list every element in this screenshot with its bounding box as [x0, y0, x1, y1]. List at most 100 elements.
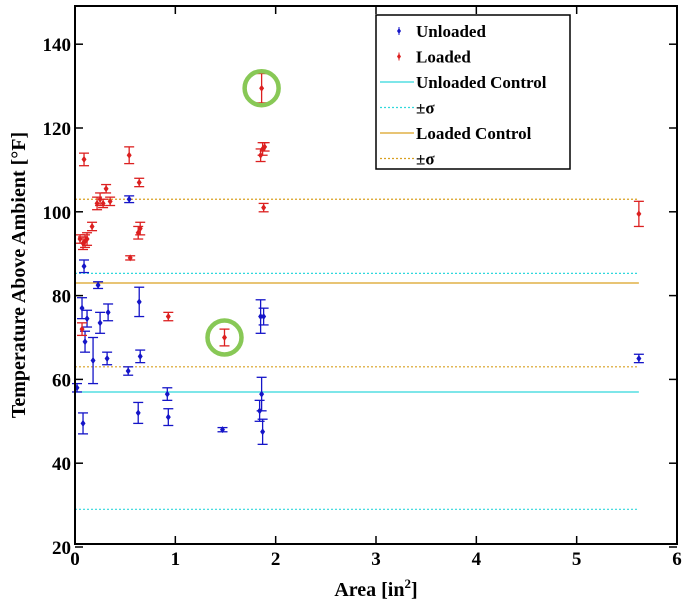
loaded-marker-6 [89, 222, 95, 230]
legend-marker-0 [397, 28, 401, 34]
y-tick-label-3: 80 [52, 287, 71, 308]
loaded-point-22 [258, 202, 269, 213]
unloaded-point-20 [255, 299, 266, 334]
unloaded-marker-20 [258, 313, 264, 321]
unloaded-point-16 [162, 387, 173, 402]
unloaded-marker-18 [219, 426, 225, 434]
unloaded-marker-17 [165, 413, 171, 421]
unloaded-point-21 [256, 376, 267, 412]
unloaded-marker-16 [164, 390, 170, 398]
loaded-point-1 [77, 322, 88, 337]
y-tick-label-1: 40 [52, 454, 71, 475]
loaded-marker-23 [262, 143, 268, 151]
legend-box [375, 14, 571, 170]
unloaded-point-14 [134, 286, 145, 318]
loaded-marker-15 [136, 178, 142, 186]
unloaded-marker-9 [104, 354, 110, 362]
loaded-point-15 [134, 177, 145, 188]
x-axis-title: Area [in2] [334, 576, 417, 601]
x-tick-label-0: 0 [70, 549, 80, 570]
x-tick-label-4: 4 [472, 549, 482, 570]
loaded-marker-3 [81, 155, 87, 163]
unloaded-marker-13 [135, 409, 141, 417]
loaded-marker-1 [79, 325, 85, 333]
x-tick-label-2: 2 [271, 549, 281, 570]
data-points-layer [72, 72, 644, 445]
y-tick-label-4: 100 [43, 203, 72, 224]
loaded-point-16 [135, 221, 146, 236]
unloaded-marker-22 [260, 428, 266, 436]
legend-label-1: Loaded [416, 48, 471, 67]
loaded-marker-10 [103, 185, 109, 193]
x-tick-label-3: 3 [371, 549, 381, 570]
unloaded-point-2 [78, 412, 89, 435]
legend-label-4: Loaded Control [416, 124, 532, 143]
unloaded-marker-2 [80, 419, 86, 427]
unloaded-point-24 [633, 353, 644, 364]
unloaded-marker-21 [259, 390, 265, 398]
loaded-marker-5 [84, 235, 90, 243]
unloaded-point-9 [102, 351, 113, 366]
unloaded-marker-11 [125, 367, 131, 375]
loaded-point-5 [82, 232, 93, 246]
axis-ticks-layer: 0 1 2 3 4 5 6 20 40 60 80 100 120 140 [43, 6, 682, 570]
legend-label-2: Unloaded Control [416, 73, 547, 92]
loaded-marker-24 [636, 210, 642, 218]
unloaded-marker-15 [137, 352, 143, 360]
unloaded-marker-23 [261, 313, 267, 321]
loaded-marker-12 [126, 151, 132, 159]
unloaded-point-7 [93, 281, 104, 290]
unloaded-point-3 [79, 259, 90, 274]
unloaded-point-12 [124, 195, 135, 204]
x-axis-title-superscript: 2 [405, 576, 412, 591]
unloaded-point-13 [133, 401, 144, 425]
loaded-marker-17 [165, 313, 171, 321]
highlight-circle-0 [242, 68, 281, 108]
loaded-point-24 [633, 200, 644, 228]
loaded-point-17 [163, 311, 174, 322]
legend-marker-1 [397, 53, 401, 60]
loaded-marker-11 [107, 197, 113, 205]
unloaded-marker-5 [84, 315, 90, 323]
legend-entry-2: Unloaded Control [380, 73, 547, 92]
loaded-point-3 [79, 152, 90, 167]
unloaded-point-4 [80, 330, 91, 353]
loaded-point-10 [101, 183, 112, 194]
x-tick-label-5: 5 [572, 549, 582, 570]
legend-label-0: Unloaded [416, 22, 486, 41]
loaded-point-23 [259, 142, 270, 152]
x-tick-label-1: 1 [171, 549, 181, 570]
y-tick-label-6: 140 [43, 35, 72, 56]
unloaded-marker-12 [126, 195, 132, 203]
unloaded-marker-6 [90, 357, 96, 365]
unloaded-point-8 [95, 311, 106, 334]
loaded-point-18 [219, 328, 230, 347]
legend-label-5: ±σ [416, 150, 435, 169]
unloaded-point-10 [103, 303, 114, 322]
legend-entry-0: Unloaded [397, 22, 486, 41]
unloaded-marker-3 [81, 262, 87, 270]
y-tick-label-5: 120 [43, 119, 72, 140]
loaded-marker-13 [127, 254, 133, 262]
loaded-point-9 [98, 198, 109, 209]
unloaded-point-18 [217, 426, 228, 434]
unloaded-marker-8 [97, 319, 103, 327]
unloaded-point-5 [82, 309, 93, 328]
highlight-layer [205, 68, 281, 357]
unloaded-marker-10 [105, 308, 111, 316]
highlight-circle-1 [205, 318, 244, 357]
x-axis-title-main: Area [in [334, 579, 404, 601]
unloaded-point-22 [257, 418, 268, 445]
x-tick-label-6: 6 [672, 549, 682, 570]
control-lines-layer [75, 198, 639, 510]
loaded-marker-9 [100, 199, 106, 207]
unloaded-point-17 [163, 408, 174, 427]
unloaded-marker-14 [136, 298, 142, 306]
x-axis-title-end: ] [411, 579, 418, 601]
legend-entry-3: ±σ [380, 99, 435, 118]
loaded-marker-20 [259, 84, 265, 92]
loaded-point-12 [124, 146, 135, 165]
y-axis-title: Temperature Above Ambient [°F] [8, 132, 30, 418]
